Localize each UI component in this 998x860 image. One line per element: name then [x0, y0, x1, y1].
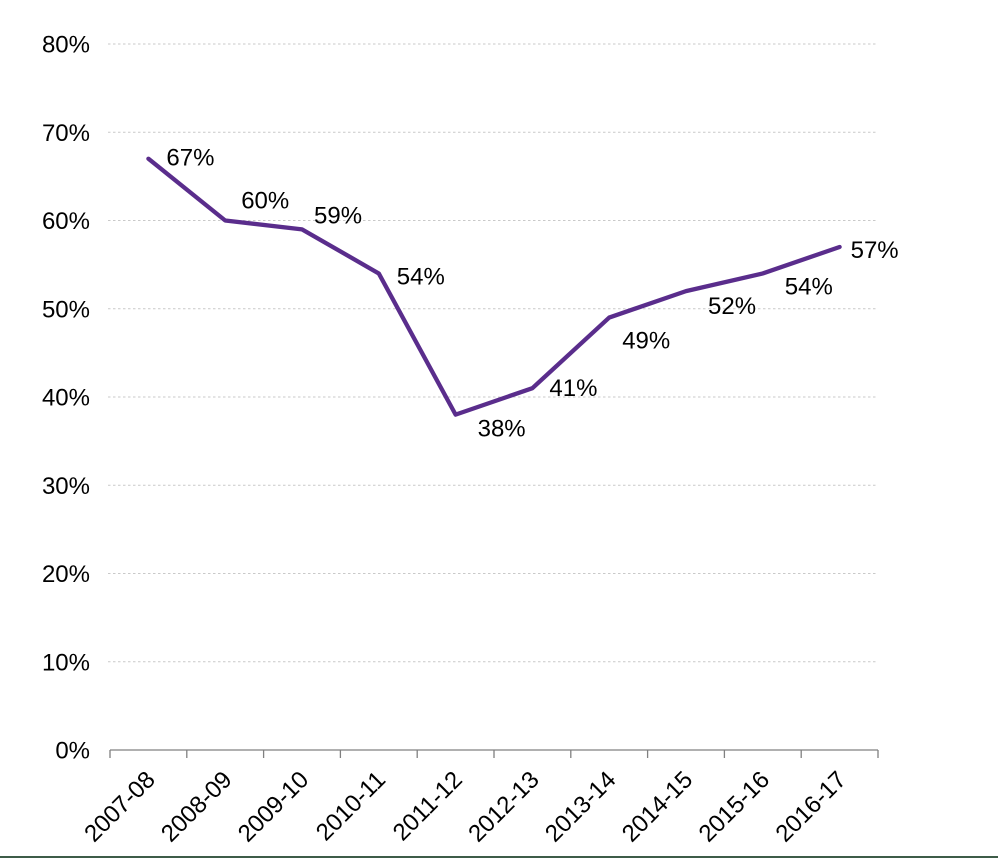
data-point-label: 57%	[851, 237, 899, 264]
data-point-label: 38%	[478, 416, 526, 443]
data-point-label: 60%	[241, 188, 289, 215]
x-axis	[109, 749, 879, 758]
data-point-label: 49%	[622, 328, 670, 355]
gridlines	[108, 43, 878, 663]
y-tick-label: 80%	[42, 32, 90, 59]
data-point-label: 59%	[314, 202, 362, 229]
y-tick-label: 0%	[55, 738, 90, 765]
y-tick-label: 70%	[42, 120, 90, 147]
data-point-label: 67%	[166, 145, 214, 172]
y-tick-label: 40%	[42, 385, 90, 412]
y-tick-label: 50%	[42, 296, 90, 323]
y-axis-labels: 0% 10% 20% 30% 40% 50% 60% 70% 80%	[42, 32, 90, 765]
y-tick-label: 10%	[42, 649, 90, 676]
data-point-label: 52%	[708, 293, 756, 320]
data-labels: 67% 60% 59% 54% 38% 41% 49% 52% 54% 57%	[166, 145, 898, 443]
y-tick-label: 30%	[42, 473, 90, 500]
y-tick-label: 20%	[42, 561, 90, 588]
data-point-label: 54%	[397, 263, 445, 290]
data-series-line	[146, 156, 842, 417]
data-point-label: 41%	[549, 375, 597, 402]
y-tick-label: 60%	[42, 208, 90, 235]
footer-rule	[0, 856, 998, 858]
data-point-label: 54%	[785, 273, 833, 300]
